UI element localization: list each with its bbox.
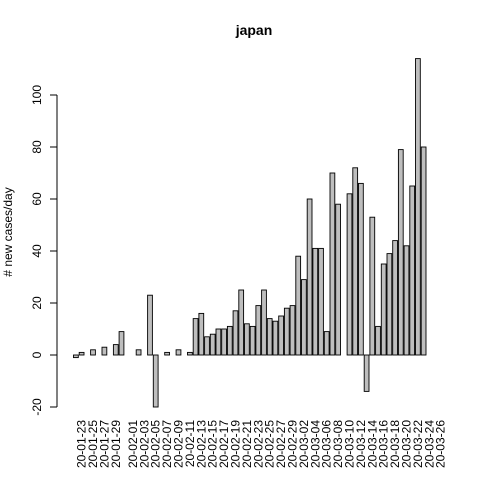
- x-tick-label: 20-02-09: [172, 420, 186, 468]
- bar: [403, 245, 410, 356]
- bar: [283, 307, 290, 356]
- bar: [204, 336, 210, 356]
- bar: [352, 167, 359, 356]
- y-tick-label: 60: [30, 192, 44, 206]
- bar: [73, 354, 79, 359]
- bar: [215, 328, 222, 356]
- x-tick-label: 20-02-21: [240, 420, 254, 468]
- bar: [375, 325, 381, 356]
- bar: [301, 279, 307, 356]
- x-tick-label: 20-03-08: [331, 420, 345, 468]
- bar: [312, 247, 319, 356]
- bar: [187, 351, 193, 356]
- bar: [318, 247, 324, 356]
- chart-title: japan: [235, 22, 273, 38]
- bar: [346, 193, 353, 356]
- x-tick-label: 20-01-23: [75, 420, 89, 468]
- bar: [386, 253, 393, 356]
- x-tick-label: 20-02-19: [229, 420, 243, 468]
- x-tick-label: 20-03-06: [320, 420, 334, 468]
- y-tick-label: 40: [30, 244, 44, 258]
- x-tick-label: 20-03-16: [377, 420, 391, 468]
- x-tick-label: 20-02-05: [149, 420, 163, 468]
- y-tick-label: 20: [30, 296, 44, 310]
- bar: [278, 315, 284, 356]
- bar: [152, 354, 159, 408]
- bar: [101, 346, 108, 356]
- bar: [238, 289, 245, 356]
- bar: [369, 216, 376, 356]
- x-tick-label: 20-03-26: [434, 420, 448, 468]
- bar: [175, 349, 182, 356]
- x-tick-label: 20-03-12: [354, 420, 368, 468]
- y-tick-label: 80: [30, 140, 44, 154]
- y-axis: -20 0 20 40 60 80 100: [30, 85, 58, 416]
- bar: [232, 310, 239, 356]
- bar: [409, 185, 416, 356]
- bar: [244, 323, 250, 356]
- bar: [295, 255, 302, 356]
- bar: [135, 349, 142, 356]
- x-tick-label: 20-03-10: [343, 420, 357, 468]
- x-tick-label: 20-01-27: [97, 420, 111, 468]
- x-tick-label: 20-02-03: [137, 420, 151, 468]
- bar: [118, 331, 125, 356]
- bar: [323, 331, 330, 356]
- bar: [226, 325, 233, 356]
- x-tick-label: 20-03-18: [388, 420, 402, 468]
- x-tick-label: 20-02-13: [194, 420, 208, 468]
- bar: [147, 294, 153, 356]
- bar: [420, 146, 427, 356]
- bar: [112, 344, 119, 356]
- bar: [255, 305, 262, 356]
- x-tick-label: 20-01-25: [86, 420, 100, 468]
- x-tick-label: 20-02-01: [126, 420, 140, 468]
- bar: [272, 320, 279, 356]
- bar: [397, 149, 404, 356]
- y-tick-label: 0: [30, 351, 44, 358]
- bar: [306, 198, 313, 356]
- bar: [90, 349, 96, 356]
- bar: [78, 351, 85, 356]
- x-tick-label: 20-02-25: [263, 420, 277, 468]
- bar: [198, 312, 205, 356]
- x-tick-label: 20-03-24: [422, 420, 436, 468]
- bar: [329, 172, 336, 356]
- x-tick-label: 20-02-11: [183, 420, 197, 467]
- bar: [415, 58, 421, 356]
- x-tick-label: 20-01-29: [109, 420, 123, 468]
- x-tick-label: 20-03-22: [411, 420, 425, 468]
- x-tick-label: 20-02-27: [274, 420, 288, 468]
- bar: [289, 305, 296, 356]
- bar: [363, 354, 370, 392]
- bar: [261, 289, 267, 356]
- bar: [192, 318, 199, 356]
- y-tick-label: 100: [30, 85, 44, 105]
- y-tick-label: -20: [30, 398, 44, 416]
- x-tick-label: 20-02-15: [206, 420, 220, 468]
- bar: [266, 318, 273, 356]
- bar: [335, 203, 341, 356]
- bar: [358, 182, 364, 356]
- bar: [249, 325, 256, 356]
- x-tick-label: 20-03-20: [400, 420, 414, 468]
- x-tick-label: 20-03-04: [308, 420, 322, 468]
- bar: [209, 333, 216, 356]
- x-tick-label: 20-02-07: [160, 420, 174, 468]
- y-axis-title: # new cases/day: [1, 187, 15, 276]
- x-tick-label: 20-02-17: [217, 420, 231, 468]
- bar: [164, 351, 170, 356]
- bars-group: [73, 58, 427, 408]
- bar: [221, 328, 227, 356]
- bar: [392, 240, 398, 356]
- x-tick-label: 20-02-29: [286, 420, 300, 468]
- x-tick-label: 20-03-14: [365, 420, 379, 468]
- x-tick-label: 20-03-02: [297, 420, 311, 468]
- bar: [380, 263, 387, 356]
- x-tick-label: 20-02-23: [251, 420, 265, 468]
